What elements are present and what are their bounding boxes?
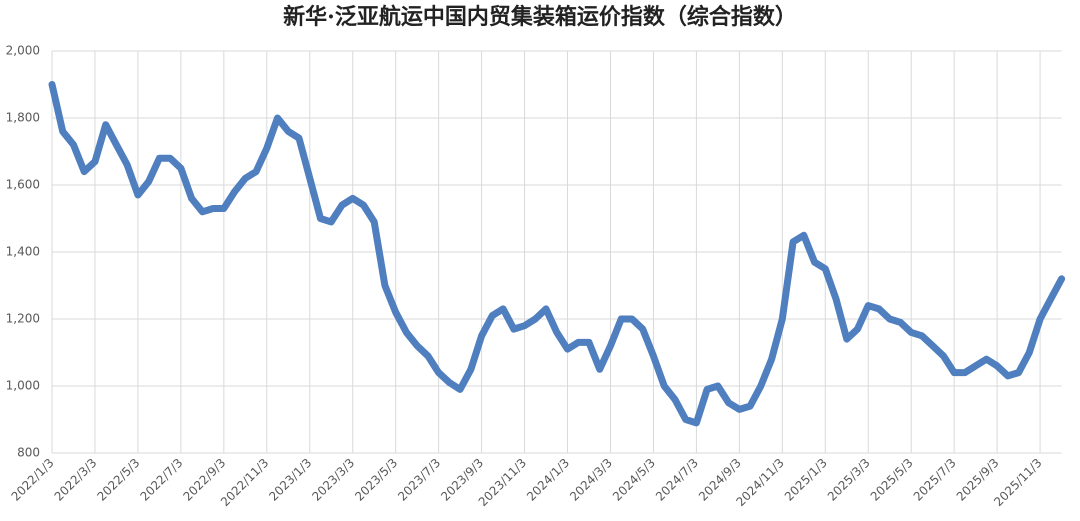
x-tick-label: 2023/7/3 <box>395 456 443 504</box>
x-tick-label: 2023/1/3 <box>266 456 314 504</box>
x-tick-label: 2022/1/3 <box>9 456 57 504</box>
x-tick-label: 2025/7/3 <box>911 456 959 504</box>
y-tick-label: 1,800 <box>6 111 40 125</box>
x-tick-label: 2023/5/3 <box>352 456 400 504</box>
x-tick-label: 2022/7/3 <box>137 456 185 504</box>
x-tick-label: 2023/3/3 <box>309 456 357 504</box>
x-tick-label: 2024/3/3 <box>567 456 615 504</box>
y-tick-label: 800 <box>17 446 40 460</box>
x-tick-label: 2022/3/3 <box>52 456 100 504</box>
x-tick-label: 2025/5/3 <box>868 456 916 504</box>
x-tick-label: 2025/1/3 <box>782 456 830 504</box>
x-tick-label: 2024/5/3 <box>610 456 658 504</box>
chart-title: 新华·泛亚航运中国内贸集装箱运价指数（综合指数） <box>283 4 797 30</box>
y-tick-label: 1,600 <box>6 178 40 192</box>
y-tick-label: 1,200 <box>6 312 40 326</box>
y-tick-label: 1,000 <box>6 379 40 393</box>
y-tick-label: 1,400 <box>6 245 40 259</box>
x-tick-label: 2022/5/3 <box>94 456 142 504</box>
x-tick-label: 2024/1/3 <box>524 456 572 504</box>
x-tick-label: 2024/7/3 <box>653 456 701 504</box>
y-tick-label: 2,000 <box>6 44 40 58</box>
x-tick-label: 2025/3/3 <box>825 456 873 504</box>
series-line <box>48 81 1066 427</box>
